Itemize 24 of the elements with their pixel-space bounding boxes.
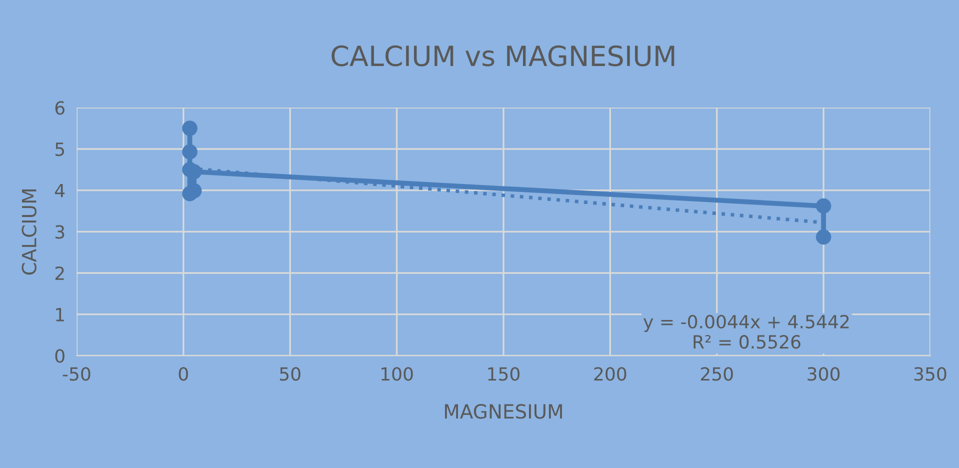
y-tick-label: 0: [55, 349, 64, 363]
x-tick-label: 100: [382, 367, 413, 381]
point: [182, 120, 198, 136]
x-tick-label: -50: [62, 367, 90, 381]
annotation: y = -0.0044x + 4.5442 R² = 0.5526: [644, 314, 849, 349]
y-tick-label: 6: [55, 101, 64, 115]
y-axis-title: CALCIUM: [22, 190, 36, 275]
x-tick-label: 0: [178, 367, 188, 381]
point: [816, 198, 832, 214]
point: [182, 144, 198, 160]
y-tick-label: 1: [56, 308, 64, 322]
y-tick-label: 4: [55, 184, 65, 198]
x-axis-title: MAGNESIUM: [445, 404, 562, 419]
x-tick-label: 300: [808, 367, 840, 381]
chart-title: CALCIUM vs MAGNESIUM: [332, 45, 674, 66]
x-tick-label: 150: [488, 367, 520, 381]
x-tick-label: 350: [914, 367, 946, 381]
y-tick-label: 3: [56, 225, 64, 239]
x-tick-label: 50: [280, 367, 300, 381]
x-tick-label: 250: [700, 367, 733, 381]
x-tick-label: 200: [594, 367, 626, 381]
y-tick-label: 2: [55, 266, 64, 280]
y-tick-label: 5: [56, 142, 64, 156]
point: [816, 229, 832, 245]
